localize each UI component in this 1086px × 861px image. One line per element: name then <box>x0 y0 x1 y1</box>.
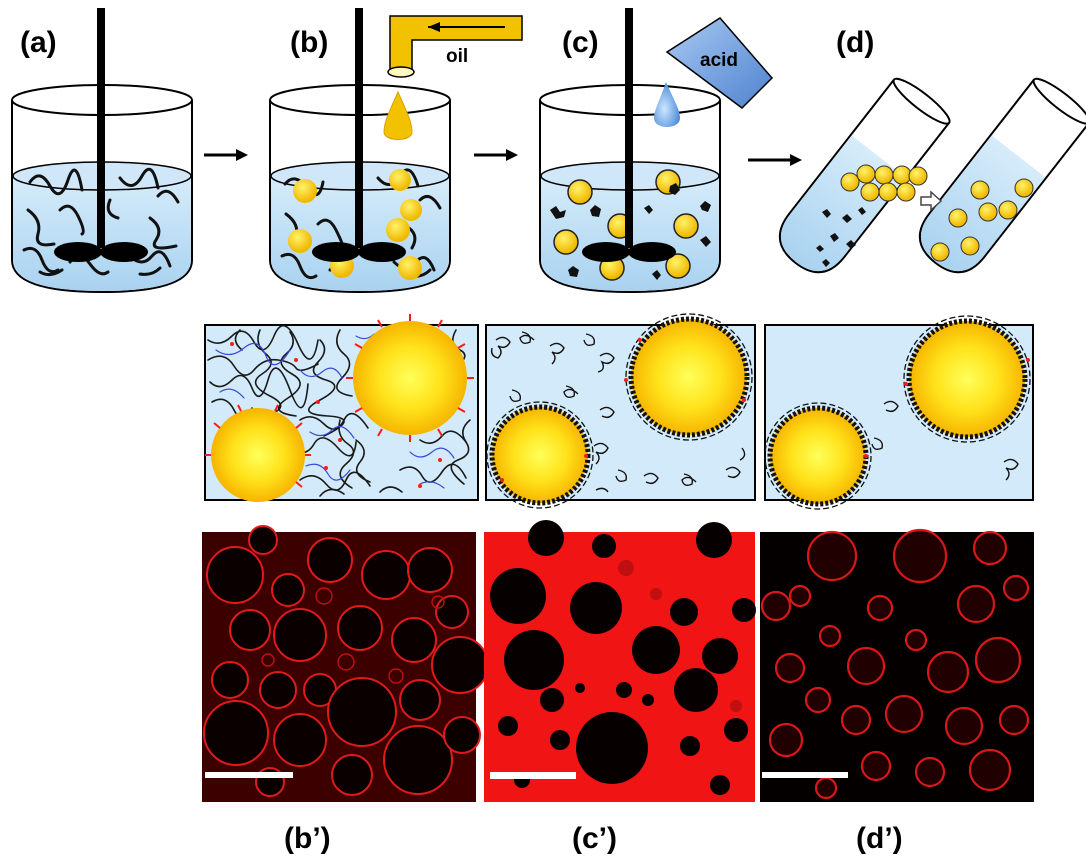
impeller-stirrer-icon <box>312 8 406 262</box>
micrograph-b-prime <box>202 525 489 802</box>
creamed-droplet-layer <box>840 164 928 202</box>
sedimented-aggregates <box>816 207 866 267</box>
acid-label: acid <box>700 50 738 71</box>
scale-bar <box>205 772 293 778</box>
adsorbed-polymer-shell <box>764 315 1031 510</box>
polymer-clusters <box>871 400 1019 481</box>
polymer-aggregates <box>550 183 711 280</box>
impeller-stirrer-icon <box>54 8 148 262</box>
label-a: (a) <box>20 26 57 59</box>
oil-droplet <box>489 404 591 506</box>
crosslink-points <box>500 338 746 482</box>
micrograph-c-prime <box>484 520 756 802</box>
oil-pipe: oil <box>383 15 523 140</box>
droplet-voids <box>490 520 756 795</box>
acid-drip <box>654 82 680 127</box>
right-arrow-icon <box>748 154 802 166</box>
right-arrow-icon <box>204 149 248 161</box>
isolated-emulsion-droplets <box>760 528 1030 800</box>
micrograph-d-prime <box>760 528 1034 802</box>
hollow-arrow-icon <box>920 190 943 212</box>
right-arrow-icon <box>474 149 518 161</box>
schematic-d-prime <box>764 315 1034 510</box>
beaker-b: oil <box>269 8 523 294</box>
label-c-prime: (c’) <box>572 822 617 855</box>
scale-bar <box>762 772 848 778</box>
scale-bar <box>490 772 576 779</box>
oil-droplet <box>767 405 869 507</box>
dispersed-droplets <box>930 178 1034 262</box>
crosslink-points <box>864 358 1030 458</box>
polymer-network <box>207 325 471 497</box>
polymer-clusters <box>490 331 746 493</box>
interconnected-emulsion-droplets <box>203 525 489 797</box>
oil-droplet <box>353 321 467 435</box>
oil-droplet <box>628 316 750 438</box>
label-b: (b) <box>290 26 328 59</box>
oil-label: oil <box>446 46 468 67</box>
oil-droplets <box>288 169 422 280</box>
schematic-c-prime <box>485 313 756 509</box>
oil-droplet <box>906 318 1028 440</box>
oil-drip <box>383 90 413 140</box>
acid-container: acid <box>654 17 774 127</box>
crosslink-points <box>230 342 442 488</box>
adsorbed-polymer-shell <box>486 313 753 509</box>
label-d: (d) <box>836 26 874 59</box>
impeller-stirrer-icon <box>582 8 676 262</box>
oil-droplet <box>211 408 305 502</box>
surface-anchors <box>205 314 474 488</box>
label-c: (c) <box>562 26 599 59</box>
test-tube-right <box>919 77 1086 274</box>
schematic-b-prime <box>204 314 479 502</box>
beaker-c: acid <box>539 8 774 294</box>
label-b-prime: (b’) <box>284 822 331 855</box>
label-d-prime: (d’) <box>856 822 903 855</box>
polymer-chains <box>22 167 180 277</box>
beaker-a <box>11 8 193 294</box>
